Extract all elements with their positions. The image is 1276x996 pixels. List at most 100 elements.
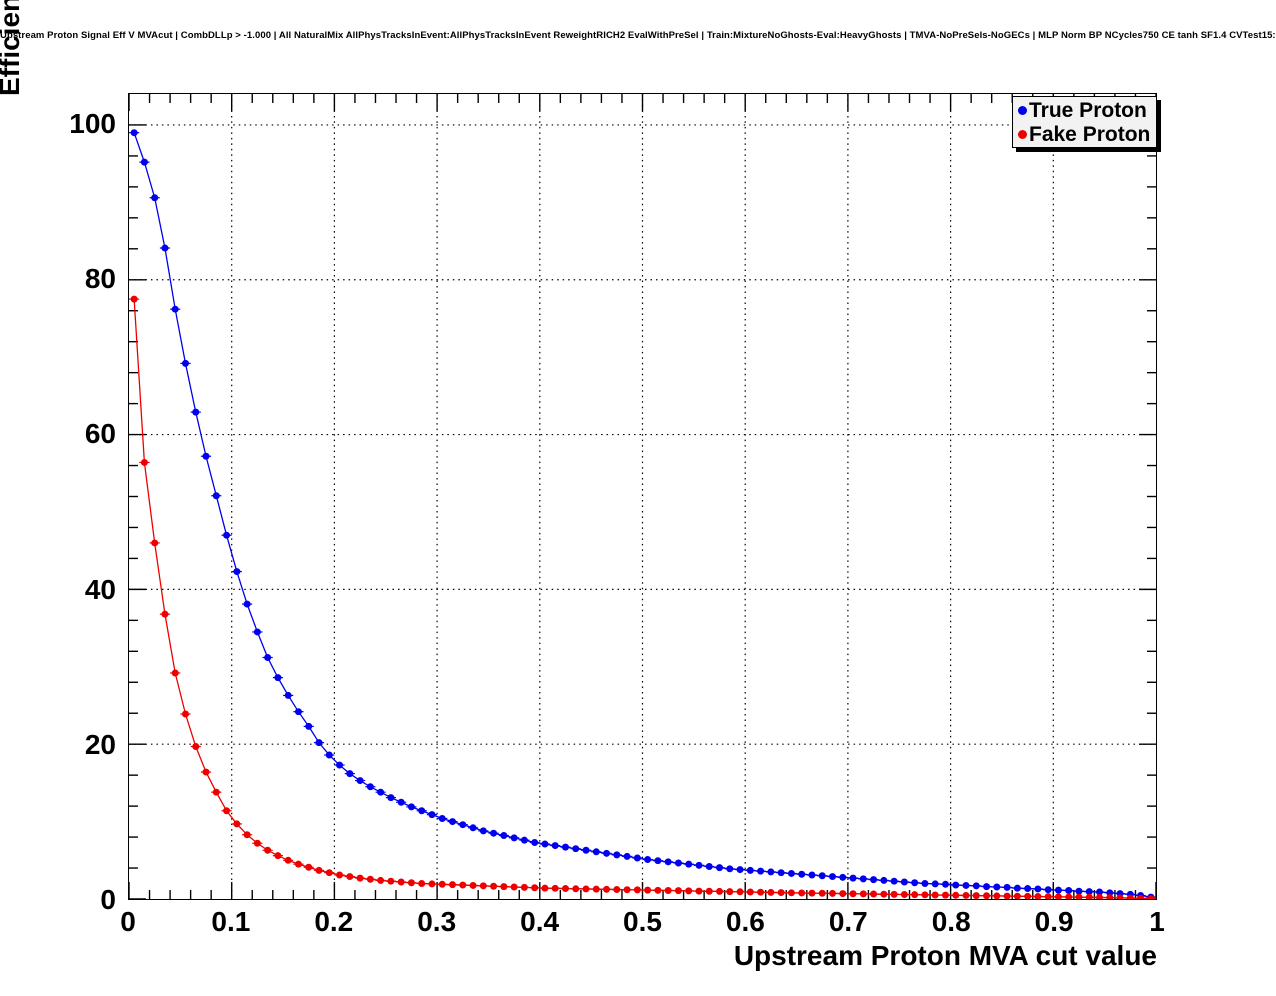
data-point xyxy=(592,885,600,893)
data-point xyxy=(397,878,405,886)
legend-marker-icon xyxy=(1018,105,1027,115)
data-point xyxy=(1137,894,1145,899)
data-point xyxy=(921,891,929,899)
data-point xyxy=(438,815,446,822)
data-point xyxy=(880,876,888,884)
data-point xyxy=(787,889,795,897)
data-point xyxy=(705,887,713,895)
y-tick-label: 100 xyxy=(69,108,116,140)
data-point xyxy=(726,865,734,873)
data-point xyxy=(623,852,631,860)
data-point xyxy=(1106,894,1114,899)
data-point xyxy=(1044,893,1052,899)
data-point xyxy=(130,129,138,137)
data-point xyxy=(654,857,662,865)
data-point xyxy=(839,890,847,898)
data-point xyxy=(983,892,991,899)
data-point xyxy=(305,863,313,871)
x-tick-label: 0.8 xyxy=(931,906,971,937)
data-point xyxy=(798,889,806,897)
data-point xyxy=(356,874,364,882)
data-point xyxy=(859,875,867,883)
data-point xyxy=(253,628,261,636)
data-point xyxy=(582,885,590,893)
data-point xyxy=(767,888,775,896)
data-point xyxy=(366,783,374,791)
data-point xyxy=(808,871,816,879)
data-point xyxy=(1126,894,1134,899)
y-tick-label: 60 xyxy=(84,418,116,450)
data-point xyxy=(418,880,426,888)
data-point xyxy=(746,888,754,896)
data-point xyxy=(479,882,487,890)
x-tick-label: 0.3 xyxy=(417,906,457,937)
data-point xyxy=(1013,884,1021,892)
data-point xyxy=(305,722,313,730)
data-point xyxy=(777,889,785,897)
data-point xyxy=(500,832,508,840)
data-point xyxy=(777,869,785,877)
y-axis-title: Efficiency / % xyxy=(0,0,25,96)
data-point xyxy=(233,820,241,828)
data-point xyxy=(849,890,857,898)
data-point xyxy=(972,882,980,890)
data-point xyxy=(829,873,836,881)
data-point xyxy=(911,879,919,887)
data-point xyxy=(377,876,385,884)
data-point xyxy=(510,834,518,842)
data-point xyxy=(911,891,919,899)
data-point xyxy=(490,829,498,837)
data-point xyxy=(223,531,231,539)
data-point xyxy=(346,770,354,778)
data-point xyxy=(787,869,795,877)
data-point xyxy=(520,836,528,844)
data-point xyxy=(397,798,405,806)
data-point xyxy=(315,866,323,874)
data-point xyxy=(284,856,292,864)
data-point xyxy=(993,883,1001,891)
data-point xyxy=(633,854,641,862)
data-point xyxy=(151,194,159,202)
data-point xyxy=(294,860,302,868)
data-point xyxy=(161,244,169,252)
data-point xyxy=(674,859,682,867)
data-point xyxy=(161,610,169,618)
data-point xyxy=(1075,893,1083,899)
data-point xyxy=(572,885,580,893)
y-tick-label: 40 xyxy=(84,573,116,605)
legend-label: Fake Proton xyxy=(1029,122,1151,146)
plot-frame xyxy=(128,93,1157,900)
data-point xyxy=(818,872,826,880)
y-tick-label: 0 xyxy=(100,884,116,915)
data-point xyxy=(644,856,652,864)
data-point xyxy=(941,880,949,888)
data-point xyxy=(243,600,251,608)
data-point xyxy=(233,568,241,576)
data-point xyxy=(705,862,713,870)
data-point xyxy=(952,891,960,899)
data-point xyxy=(623,886,631,894)
data-point xyxy=(274,674,282,682)
data-point xyxy=(870,890,878,898)
x-axis-title: Upstream Proton MVA cut value xyxy=(733,940,1157,971)
data-point xyxy=(531,838,539,846)
data-point xyxy=(181,710,189,718)
data-point xyxy=(356,777,364,785)
data-point xyxy=(592,848,600,856)
data-point xyxy=(561,885,569,893)
data-point xyxy=(818,889,826,897)
data-point xyxy=(695,887,703,895)
data-point xyxy=(829,889,836,897)
data-point xyxy=(551,842,559,850)
data-point xyxy=(1065,886,1073,894)
data-point xyxy=(346,873,354,881)
data-point xyxy=(870,876,878,884)
data-point xyxy=(736,866,744,874)
data-point xyxy=(808,889,816,897)
data-point xyxy=(931,891,939,899)
data-point xyxy=(983,883,991,891)
data-point xyxy=(1116,894,1124,899)
data-point xyxy=(582,846,590,854)
data-point xyxy=(603,849,611,857)
